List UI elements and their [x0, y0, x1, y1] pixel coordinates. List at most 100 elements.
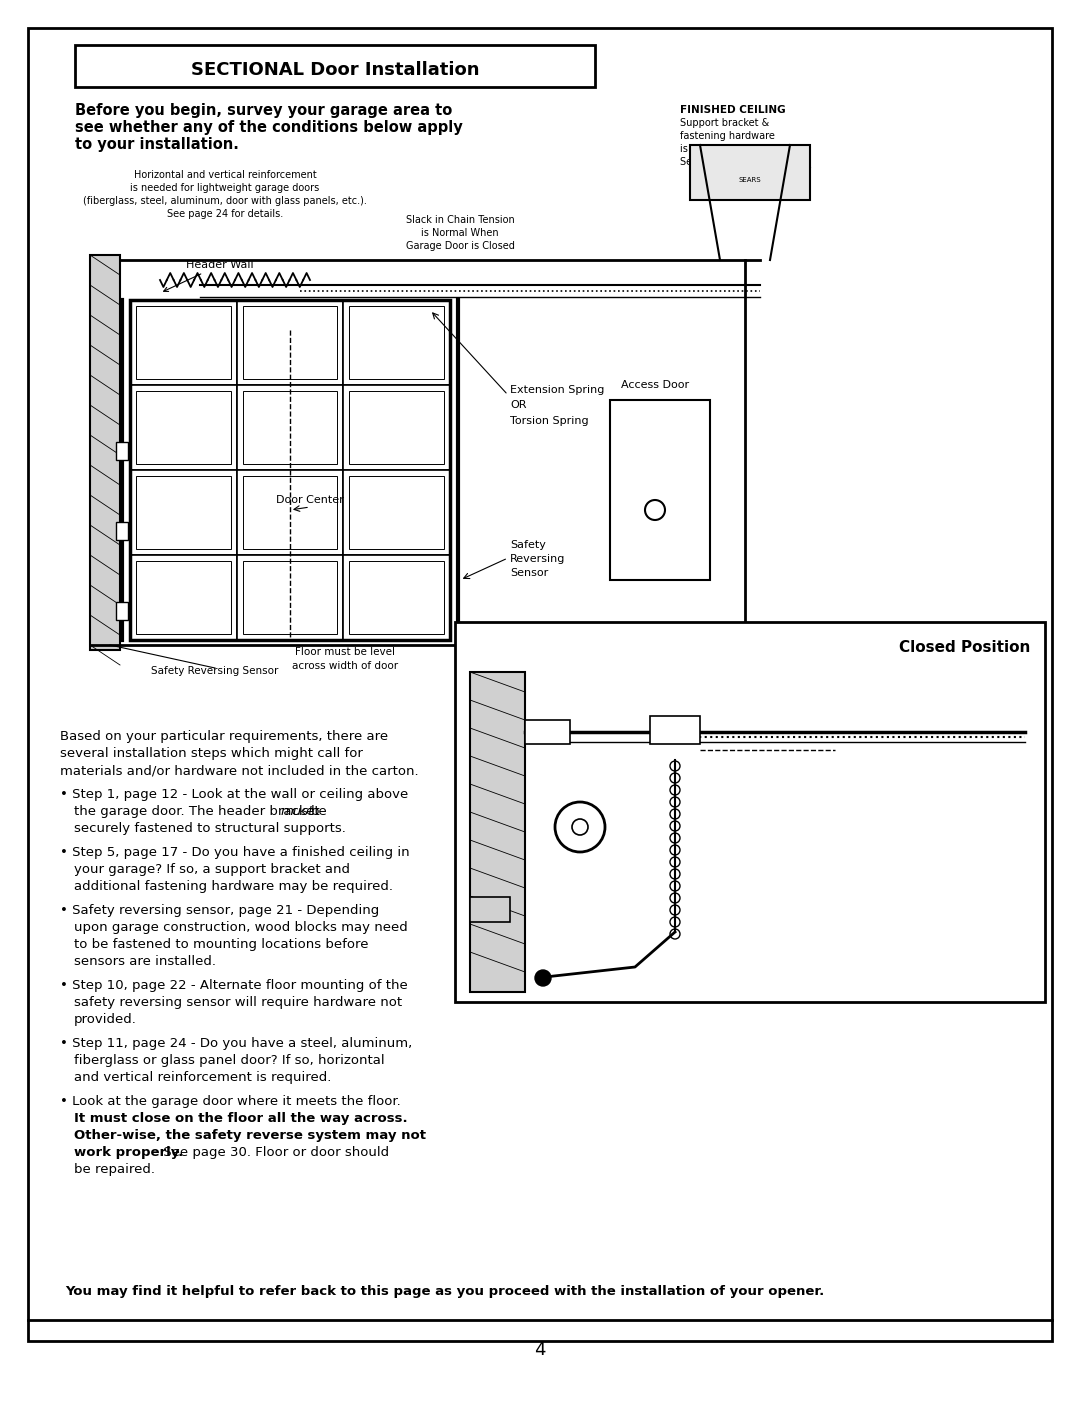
Text: is needed for lightweight garage doors: is needed for lightweight garage doors	[131, 182, 320, 194]
Text: • Step 10, page 22 - Alternate floor mounting of the: • Step 10, page 22 - Alternate floor mou…	[60, 979, 408, 992]
Text: to your installation.: to your installation.	[75, 137, 239, 152]
Bar	[136, 391, 231, 464]
Text: Bracket: Bracket	[575, 680, 615, 690]
Text: (fiberglass, steel, aluminum, door with glass panels, etc.).: (fiberglass, steel, aluminum, door with …	[83, 196, 367, 206]
Text: Extension Spring: Extension Spring	[510, 384, 605, 396]
Bar	[130, 556, 237, 640]
Text: see whether any of the conditions below apply: see whether any of the conditions below …	[75, 121, 462, 135]
Bar	[130, 384, 237, 470]
Bar	[116, 442, 129, 460]
Text: fiberglass or glass panel door? If so, horizontal: fiberglass or glass panel door? If so, h…	[75, 1054, 384, 1068]
Text: Garage Door is Closed: Garage Door is Closed	[406, 241, 514, 251]
Text: upon garage construction, wood blocks may need: upon garage construction, wood blocks ma…	[75, 920, 408, 934]
Text: Door: Door	[690, 950, 715, 960]
Text: Key Release is required. See page 38.: Key Release is required. See page 38.	[524, 875, 775, 888]
Text: securely fastened to structural supports.: securely fastened to structural supports…	[75, 822, 346, 835]
Text: Floor must be level: Floor must be level	[295, 647, 395, 657]
Text: Header: Header	[478, 906, 516, 918]
Text: Door: Door	[515, 822, 540, 832]
Text: Door Center: Door Center	[276, 495, 343, 505]
Text: garage door? If not, Model 53702 Emergency: garage door? If not, Model 53702 Emergen…	[524, 859, 825, 871]
Text: Straight: Straight	[690, 786, 732, 796]
Bar	[130, 470, 237, 556]
Text: across width of door: across width of door	[292, 661, 399, 671]
Text: extension springs, the opener must be installed: extension springs, the opener must be in…	[524, 798, 840, 811]
Text: or center bearing plate in the way of the header: or center bearing plate in the way of th…	[524, 765, 847, 777]
Text: Header: Header	[528, 673, 566, 685]
Bar	[343, 556, 450, 640]
Text: See pages 12 and 24.: See pages 12 and 24.	[677, 815, 826, 828]
Bar	[470, 897, 510, 922]
Bar	[116, 522, 129, 540]
Text: Sensor: Sensor	[510, 568, 549, 578]
Text: Garage: Garage	[502, 810, 540, 819]
Text: work properly.: work properly.	[75, 1146, 184, 1159]
Text: Wall: Wall	[486, 920, 509, 930]
Text: materials and/or hardware not included in the carton.: materials and/or hardware not included i…	[60, 765, 419, 777]
Text: See page 30. Floor or door should: See page 30. Floor or door should	[159, 1146, 389, 1159]
Bar	[349, 391, 444, 464]
Text: is required.: is required.	[680, 145, 734, 154]
Text: bracket or door bracket area.: bracket or door bracket area.	[524, 781, 719, 794]
Text: Horizontal and vertical reinforcement: Horizontal and vertical reinforcement	[134, 170, 316, 180]
Bar	[525, 720, 570, 744]
Bar	[136, 561, 231, 634]
Bar	[650, 716, 700, 744]
Text: Support bracket &: Support bracket &	[680, 118, 769, 128]
Text: several installation steps which might call for: several installation steps which might c…	[60, 746, 363, 760]
Bar	[455, 622, 1045, 1002]
Bar	[349, 561, 444, 634]
Text: • Safety reversing sensor, page 21 - Depending: • Safety reversing sensor, page 21 - Dep…	[60, 904, 379, 918]
Text: • Step 11, page 24 - Do you have a steel, aluminum,: • Step 11, page 24 - Do you have a steel…	[60, 1037, 413, 1049]
Text: • If your door is more than 7 feet high, see the longer: • If your door is more than 7 feet high,…	[510, 901, 869, 913]
Bar	[116, 602, 129, 620]
Text: Cable: Cable	[616, 700, 645, 710]
Text: Rail Assembly: Rail Assembly	[809, 680, 881, 690]
Bar	[130, 300, 237, 384]
Bar	[237, 556, 343, 640]
Text: Door: Door	[690, 798, 715, 808]
Text: and vertical reinforcement is required.: and vertical reinforcement is required.	[75, 1070, 332, 1085]
Text: Curved: Curved	[690, 937, 728, 947]
Bar	[470, 672, 525, 992]
Bar	[243, 306, 337, 379]
Bar	[690, 145, 810, 201]
Bar	[136, 306, 231, 379]
Bar	[243, 476, 337, 549]
Text: Closed Position: Closed Position	[899, 640, 1030, 655]
Text: Rope & Handle: Rope & Handle	[840, 758, 917, 767]
Text: Safety: Safety	[510, 540, 545, 550]
Bar	[90, 255, 120, 650]
Bar	[343, 300, 450, 384]
Bar	[136, 476, 231, 549]
Text: SECTIONAL Door Installation: SECTIONAL Door Installation	[191, 60, 480, 79]
Text: Header Wall: Header Wall	[164, 260, 254, 292]
Text: provided.: provided.	[75, 1013, 137, 1026]
Text: It must close on the floor all the way across.: It must close on the floor all the way a…	[75, 1113, 407, 1125]
Text: be repaired.: be repaired.	[75, 1163, 156, 1176]
Text: or right of the door center if there is a torsion spring: or right of the door center if there is …	[524, 746, 875, 760]
Text: • Step 5, page 17 - Do you have a finished ceiling in: • Step 5, page 17 - Do you have a finish…	[60, 846, 409, 859]
Text: Arm: Arm	[690, 811, 712, 821]
Bar	[243, 391, 337, 464]
Text: Arm: Arm	[690, 962, 712, 974]
Text: Emergency: Emergency	[840, 732, 899, 742]
Text: Release: Release	[840, 745, 880, 755]
Text: Door: Door	[485, 960, 510, 969]
Bar	[610, 400, 710, 579]
Bar	[349, 476, 444, 549]
Text: Access Door: Access Door	[621, 380, 689, 390]
Bar	[75, 45, 595, 87]
Text: fastening hardware: fastening hardware	[680, 130, 774, 140]
Text: Spring: Spring	[507, 833, 540, 845]
Text: • Look at the garage door where it meets the floor.: • Look at the garage door where it meets…	[60, 1094, 401, 1108]
Text: OR: OR	[510, 400, 527, 410]
Text: • Step 1, page 12 - Look at the wall or ceiling above: • Step 1, page 12 - Look at the wall or …	[60, 788, 408, 801]
Bar	[343, 384, 450, 470]
Bar	[243, 561, 337, 634]
Text: Based on your particular requirements, there are: Based on your particular requirements, t…	[60, 730, 388, 744]
Text: to be fastened to mounting locations before: to be fastened to mounting locations bef…	[75, 939, 368, 951]
Text: safety reversing sensor will require hardware not: safety reversing sensor will require har…	[75, 996, 402, 1009]
Text: Reversing: Reversing	[510, 554, 565, 564]
Text: • The opener can be installed within 2 feet of the left: • The opener can be installed within 2 f…	[510, 730, 866, 744]
